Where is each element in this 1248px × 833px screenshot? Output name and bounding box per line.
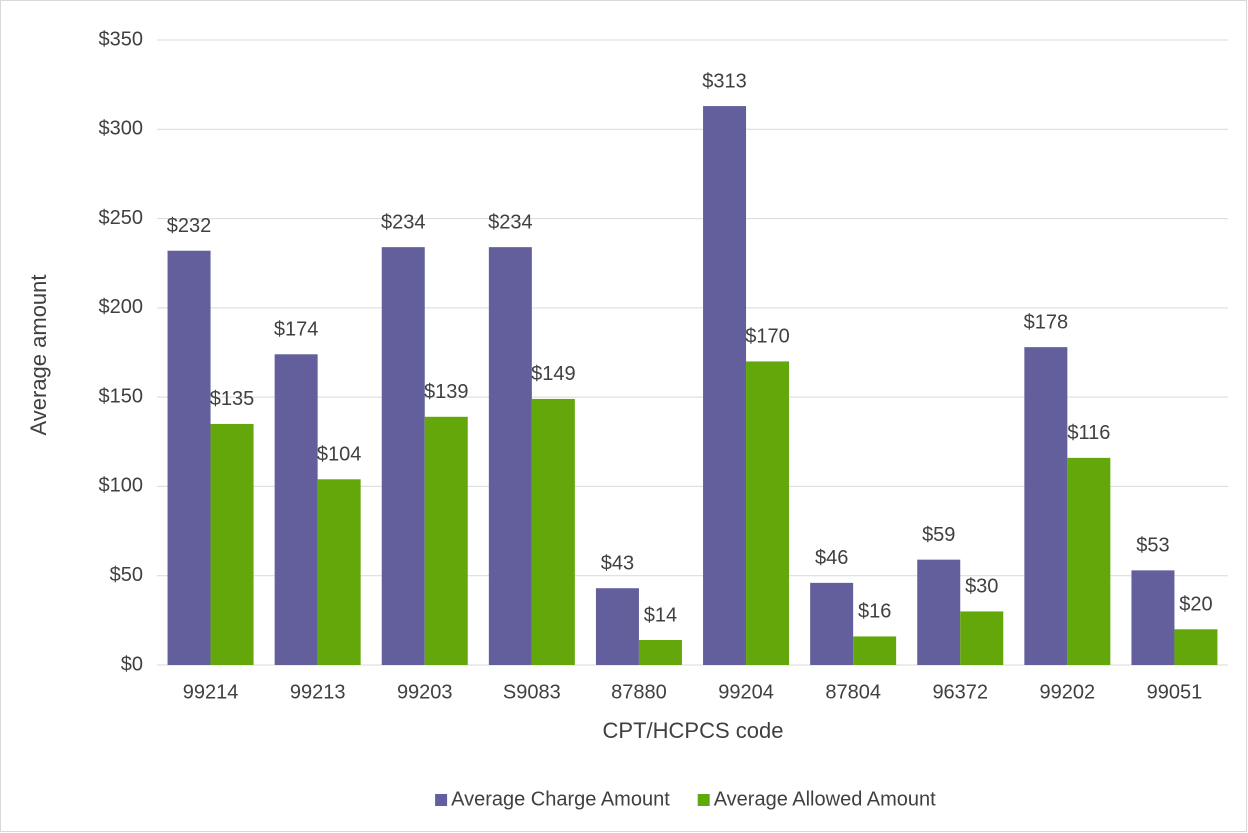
bar [317,479,361,665]
bar [638,640,682,665]
bar [274,354,318,665]
data-label: $16 [858,601,891,623]
y-tick-label: $200 [99,296,144,318]
bar [746,361,790,665]
y-tick-label: $250 [99,207,144,229]
x-tick-label: 87804 [825,681,881,703]
data-label: $232 [167,215,212,237]
bar [1174,629,1218,665]
data-label: $149 [531,363,576,385]
y-tick-label: $50 [110,564,143,586]
data-label: $53 [1136,535,1169,557]
bar [1131,570,1175,665]
x-tick-label: 99203 [397,681,453,703]
bar [595,588,639,665]
x-tick-label: 99214 [183,681,239,703]
bar [1067,457,1111,665]
data-label: $30 [965,576,998,598]
x-tick-label: 99051 [1147,681,1203,703]
legend-swatch [697,794,710,806]
x-axis-title: CPT/HCPCS code [603,718,784,743]
data-label: $174 [274,319,319,341]
bar [810,582,854,665]
data-label: $116 [1067,422,1110,444]
x-tick-label: 99202 [1040,681,1096,703]
bar [1024,347,1068,665]
bar [210,423,254,665]
y-tick-label: $300 [99,118,144,140]
data-label: $43 [601,552,634,574]
data-label: $234 [488,211,533,233]
data-label: $234 [381,211,426,233]
data-label: $135 [210,388,255,410]
data-label: $20 [1179,594,1212,616]
data-label: $313 [702,70,747,92]
data-label: $178 [1024,311,1069,333]
bar [531,398,575,665]
bar [381,247,425,665]
x-tick-label: 87880 [611,681,667,703]
legend-label: Average Charge Amount [451,788,670,810]
y-axis-title: Average amount [26,274,51,435]
y-tick-label: $350 [99,28,144,50]
bar [703,106,747,666]
bar [853,636,897,665]
bar [424,416,468,665]
bar [960,611,1004,665]
x-tick-label: 99213 [290,681,346,703]
bar [488,247,532,665]
x-tick-label: 99204 [718,681,774,703]
data-label: $170 [745,326,790,348]
legend-swatch [435,794,448,806]
y-tick-label: $100 [99,475,144,497]
data-label: $104 [317,444,362,466]
bar [167,250,211,665]
data-label: $59 [922,524,955,546]
legend-label: Average Allowed Amount [714,788,936,810]
bar [917,559,961,665]
y-tick-label: $150 [99,385,144,407]
data-label: $14 [644,604,677,626]
x-tick-label: 96372 [932,681,988,703]
x-tick-label: S9083 [503,681,561,703]
data-label: $139 [424,381,469,403]
y-tick-label: $0 [121,653,143,675]
data-label: $46 [815,547,848,569]
